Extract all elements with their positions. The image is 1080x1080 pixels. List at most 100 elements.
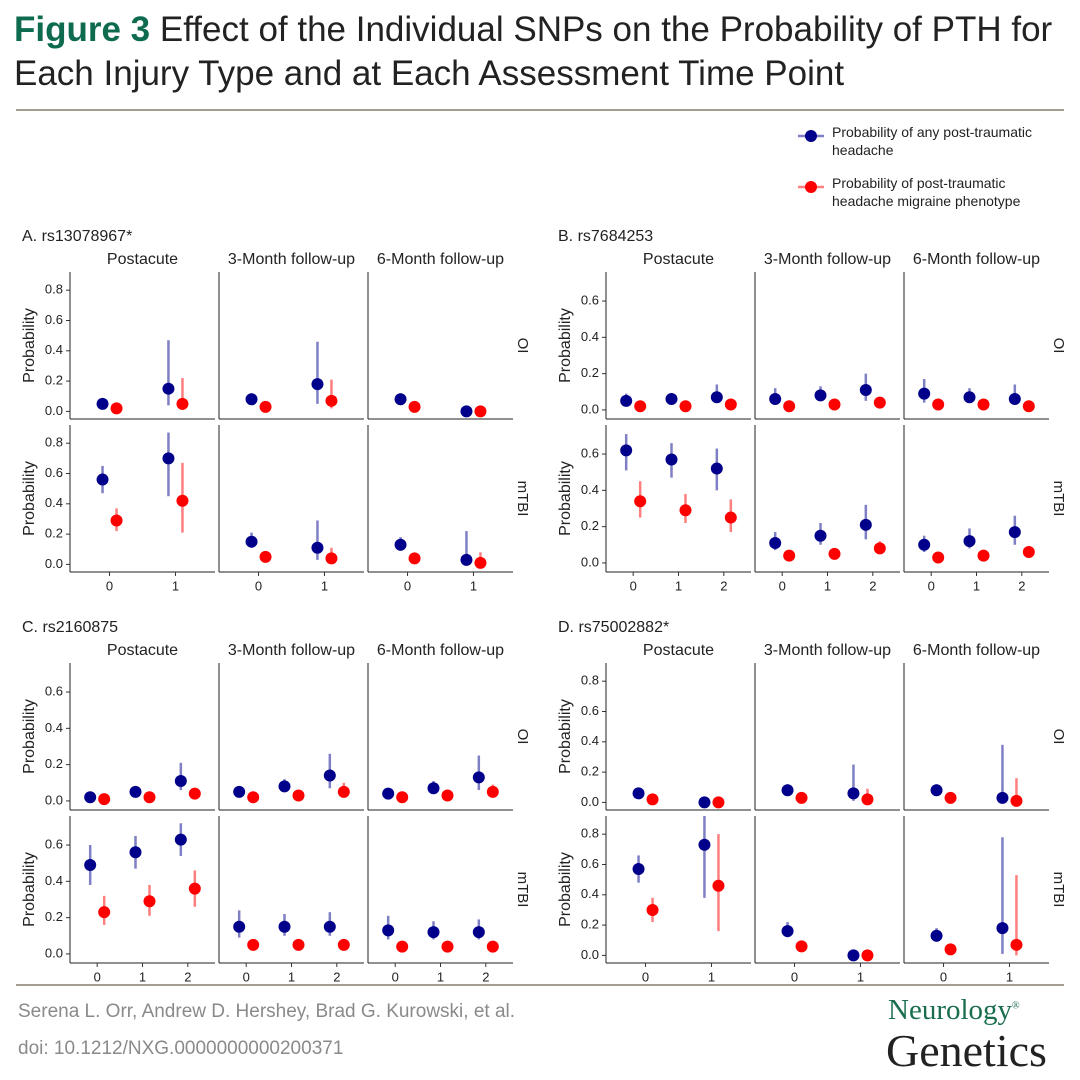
point: [382, 787, 395, 800]
point: [769, 393, 782, 406]
y-tick-label: 0.8: [581, 673, 599, 688]
y-tick-label: 0.0: [581, 794, 599, 809]
y-tick-label: 0.0: [45, 792, 63, 807]
x-tick-label: 2: [482, 969, 489, 984]
x-tick-label: 0: [642, 969, 649, 984]
point: [394, 393, 407, 406]
x-tick-label: 2: [333, 969, 340, 984]
point: [783, 400, 796, 413]
point: [337, 785, 350, 798]
point: [634, 400, 647, 413]
y-axis-label: Probability: [21, 308, 38, 383]
y-tick-label: 0.2: [581, 365, 599, 380]
column-header: 6-Month follow-up: [912, 251, 1041, 268]
legend-entry: Probability of post-traumatic headache m…: [832, 175, 1021, 209]
x-tick-label: 1: [675, 578, 682, 593]
y-tick-label: 0.2: [581, 518, 599, 533]
point: [96, 473, 109, 486]
column-header: Postacute: [642, 251, 715, 268]
point: [472, 771, 485, 784]
x-tick-label: 0: [106, 578, 113, 593]
x-tick-label: 0: [404, 578, 411, 593]
point: [698, 838, 711, 851]
point: [665, 453, 678, 466]
point: [427, 926, 440, 939]
point: [247, 791, 260, 804]
y-tick-label: 0.2: [45, 756, 63, 771]
point: [325, 552, 338, 565]
point: [814, 389, 827, 402]
row-label: mTBI: [1050, 872, 1067, 908]
point: [382, 924, 395, 937]
point: [996, 922, 1009, 935]
x-tick-label: 0: [940, 969, 947, 984]
point: [323, 920, 336, 933]
point: [710, 462, 723, 475]
point: [188, 882, 201, 895]
point: [311, 541, 324, 554]
point: [620, 394, 633, 407]
y-tick-label: 0.2: [45, 909, 63, 924]
y-axis-label: Probability: [21, 699, 38, 774]
point: [814, 529, 827, 542]
x-tick-label: 0: [791, 969, 798, 984]
point: [632, 787, 645, 800]
y-tick-label: 0.4: [45, 873, 63, 888]
y-axis-label: Probability: [557, 308, 574, 383]
point: [162, 382, 175, 395]
y-tick-label: 0.0: [45, 556, 63, 571]
point: [620, 444, 633, 457]
row-label: OI: [514, 338, 531, 354]
point: [873, 396, 886, 409]
footer-rule: [16, 984, 1064, 986]
column-header: 6-Month follow-up: [376, 251, 505, 268]
y-tick-label: 0.4: [45, 720, 63, 735]
x-tick-label: 1: [1006, 969, 1013, 984]
authors: Serena L. Orr, Andrew D. Hershey, Brad G…: [18, 1001, 516, 1022]
point: [247, 938, 260, 951]
doi: doi: 10.1212/NXG.0000000000200371: [18, 1038, 344, 1059]
legend-entry: Probability of any post-traumatic headac…: [832, 124, 1032, 158]
x-tick-label: 0: [630, 578, 637, 593]
y-tick-label: 0.6: [581, 703, 599, 718]
legend-key-dot: [805, 130, 817, 142]
point: [98, 906, 111, 919]
point: [698, 796, 711, 809]
x-tick-label: 0: [779, 578, 786, 593]
point: [259, 550, 272, 563]
point: [977, 398, 990, 411]
point: [783, 549, 796, 562]
point: [932, 398, 945, 411]
panel-title: D. rs75002882*: [558, 619, 670, 636]
x-tick-label: 1: [708, 969, 715, 984]
point: [861, 949, 874, 962]
point: [932, 551, 945, 564]
point: [963, 535, 976, 548]
point: [795, 940, 808, 953]
point: [176, 397, 189, 410]
point: [325, 394, 338, 407]
point: [129, 846, 142, 859]
point: [143, 791, 156, 804]
column-header: Postacute: [642, 642, 715, 659]
x-tick-label: 1: [824, 578, 831, 593]
point: [1022, 400, 1035, 413]
x-tick-label: 1: [437, 969, 444, 984]
x-tick-label: 2: [869, 578, 876, 593]
point: [486, 785, 499, 798]
point: [441, 940, 454, 953]
x-tick-label: 0: [392, 969, 399, 984]
point: [278, 920, 291, 933]
point: [1022, 546, 1035, 559]
point: [396, 791, 409, 804]
point: [859, 518, 872, 531]
point: [1010, 794, 1023, 807]
point: [143, 895, 156, 908]
logo-mark: ®: [1012, 1000, 1020, 1012]
x-tick-label: 2: [1018, 578, 1025, 593]
point: [632, 863, 645, 876]
point: [795, 791, 808, 804]
y-axis-label: Probability: [557, 461, 574, 536]
